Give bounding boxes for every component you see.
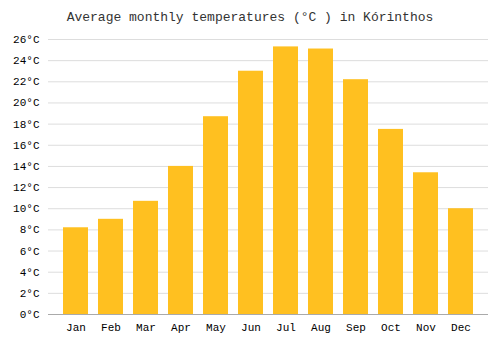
svg-text:0°C: 0°C [20, 309, 40, 321]
svg-text:18°C: 18°C [13, 119, 40, 131]
svg-text:8°C: 8°C [20, 224, 40, 236]
svg-text:10°C: 10°C [13, 203, 40, 215]
svg-text:20°C: 20°C [13, 97, 40, 109]
svg-text:Dec: Dec [451, 322, 471, 334]
svg-text:May: May [206, 322, 226, 334]
svg-text:Jul: Jul [276, 322, 296, 334]
svg-text:24°C: 24°C [13, 55, 40, 67]
svg-text:Mar: Mar [136, 322, 156, 334]
html-text:Average monthly temperatures (: Average monthly temperatures (°C ) in Kó… [66, 10, 434, 25]
svg-text:22°C: 22°C [13, 76, 40, 88]
svg-text:Sep: Sep [346, 322, 366, 334]
svg-text:16°C: 16°C [13, 140, 40, 152]
svg-text:26°C: 26°C [13, 34, 40, 46]
svg-text:Jun: Jun [241, 322, 261, 334]
svg-text:4°C: 4°C [20, 267, 40, 279]
svg-text:14°C: 14°C [13, 161, 40, 173]
svg-text:12°C: 12°C [13, 182, 40, 194]
svg-text:Apr: Apr [171, 322, 191, 334]
svg-text:Nov: Nov [416, 322, 436, 334]
svg-text:Oct: Oct [381, 322, 401, 334]
svg-text:6°C: 6°C [20, 246, 40, 258]
svg-text:Feb: Feb [101, 322, 121, 334]
svg-text:2°C: 2°C [20, 288, 40, 300]
svg-text:Jan: Jan [66, 322, 86, 334]
svg-text:Aug: Aug [311, 322, 331, 334]
